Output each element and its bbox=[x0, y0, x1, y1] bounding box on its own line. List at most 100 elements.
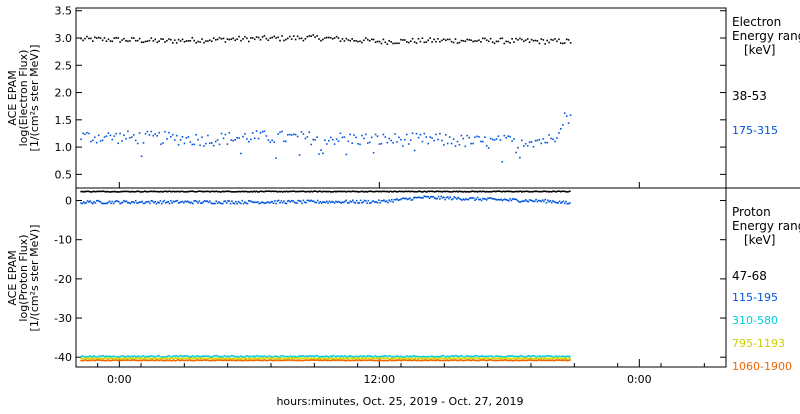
data-point bbox=[197, 202, 199, 204]
data-point bbox=[482, 37, 484, 40]
data-point bbox=[132, 356, 134, 358]
data-point bbox=[84, 190, 86, 193]
data-point bbox=[263, 190, 266, 193]
data-point bbox=[561, 190, 563, 192]
data-point bbox=[283, 140, 285, 142]
data-point bbox=[118, 357, 120, 360]
data-point bbox=[267, 201, 270, 203]
data-point bbox=[396, 191, 398, 193]
data-point bbox=[424, 358, 427, 360]
data-point bbox=[99, 37, 102, 39]
data-point bbox=[506, 190, 509, 192]
data-point bbox=[189, 40, 192, 42]
data-point bbox=[254, 191, 257, 193]
data-point bbox=[515, 37, 517, 40]
data-point bbox=[340, 202, 342, 204]
data-point bbox=[346, 359, 349, 361]
data-point bbox=[444, 356, 446, 358]
data-point bbox=[402, 359, 405, 361]
data-point bbox=[234, 139, 236, 141]
data-point bbox=[250, 359, 253, 361]
data-point bbox=[202, 359, 205, 361]
data-point bbox=[548, 355, 550, 357]
data-point bbox=[86, 35, 88, 38]
data-point bbox=[274, 355, 276, 358]
data-point bbox=[450, 191, 453, 193]
data-point bbox=[124, 359, 127, 361]
data-point bbox=[244, 359, 246, 362]
data-point bbox=[237, 356, 240, 358]
data-point bbox=[469, 197, 471, 199]
data-point bbox=[179, 40, 182, 42]
data-point bbox=[446, 190, 449, 193]
data-point bbox=[251, 37, 254, 39]
data-point bbox=[261, 130, 264, 133]
data-point bbox=[292, 355, 294, 358]
data-point bbox=[224, 359, 227, 361]
data-point bbox=[246, 138, 248, 140]
data-point bbox=[440, 195, 442, 198]
data-point bbox=[562, 359, 565, 362]
data-point bbox=[441, 355, 444, 357]
data-point bbox=[123, 134, 125, 136]
data-point bbox=[171, 190, 173, 193]
data-point bbox=[552, 138, 554, 141]
data-point bbox=[312, 138, 314, 141]
data-point bbox=[183, 41, 186, 43]
data-point bbox=[270, 355, 272, 358]
data-point bbox=[279, 356, 281, 358]
data-point bbox=[507, 40, 509, 43]
data-point bbox=[257, 137, 260, 140]
data-point bbox=[275, 190, 277, 193]
data-point bbox=[228, 132, 231, 134]
data-point bbox=[107, 357, 110, 359]
data-point bbox=[111, 190, 114, 193]
data-point bbox=[99, 359, 102, 362]
data-point bbox=[235, 200, 237, 203]
data-point bbox=[515, 198, 518, 201]
data-point bbox=[511, 355, 514, 357]
data-point bbox=[548, 200, 550, 203]
data-point bbox=[519, 359, 522, 362]
data-point bbox=[407, 358, 410, 360]
data-point bbox=[147, 359, 150, 362]
data-point bbox=[501, 199, 504, 202]
data-point bbox=[271, 139, 273, 142]
data-point bbox=[513, 41, 515, 43]
data-point bbox=[167, 190, 169, 193]
data-point bbox=[310, 199, 312, 202]
data-point bbox=[348, 355, 350, 357]
data-point bbox=[167, 354, 169, 357]
data-point bbox=[201, 202, 203, 204]
data-point bbox=[154, 133, 156, 135]
data-point bbox=[329, 191, 332, 193]
data-point bbox=[446, 355, 449, 357]
data-point bbox=[277, 356, 280, 358]
data-point bbox=[469, 191, 471, 193]
data-point bbox=[249, 200, 251, 202]
data-point bbox=[534, 357, 536, 360]
data-point bbox=[427, 355, 429, 358]
data-point bbox=[270, 359, 272, 361]
data-point bbox=[456, 198, 458, 200]
data-point bbox=[337, 140, 340, 142]
data-point bbox=[184, 359, 186, 362]
data-point bbox=[133, 190, 136, 193]
data-point bbox=[121, 355, 124, 357]
data-point bbox=[505, 40, 507, 43]
data-point bbox=[532, 190, 535, 193]
data-point bbox=[554, 359, 557, 361]
data-point bbox=[269, 141, 272, 143]
data-point bbox=[166, 356, 168, 358]
data-point bbox=[186, 200, 189, 203]
data-point bbox=[436, 359, 439, 361]
data-point bbox=[283, 190, 285, 193]
data-point bbox=[279, 131, 281, 134]
data-point bbox=[422, 191, 424, 193]
data-point bbox=[129, 359, 132, 362]
data-point bbox=[157, 358, 159, 360]
data-point bbox=[341, 201, 344, 203]
data-point bbox=[524, 39, 527, 41]
data-point bbox=[101, 39, 104, 42]
data-point bbox=[361, 41, 363, 44]
